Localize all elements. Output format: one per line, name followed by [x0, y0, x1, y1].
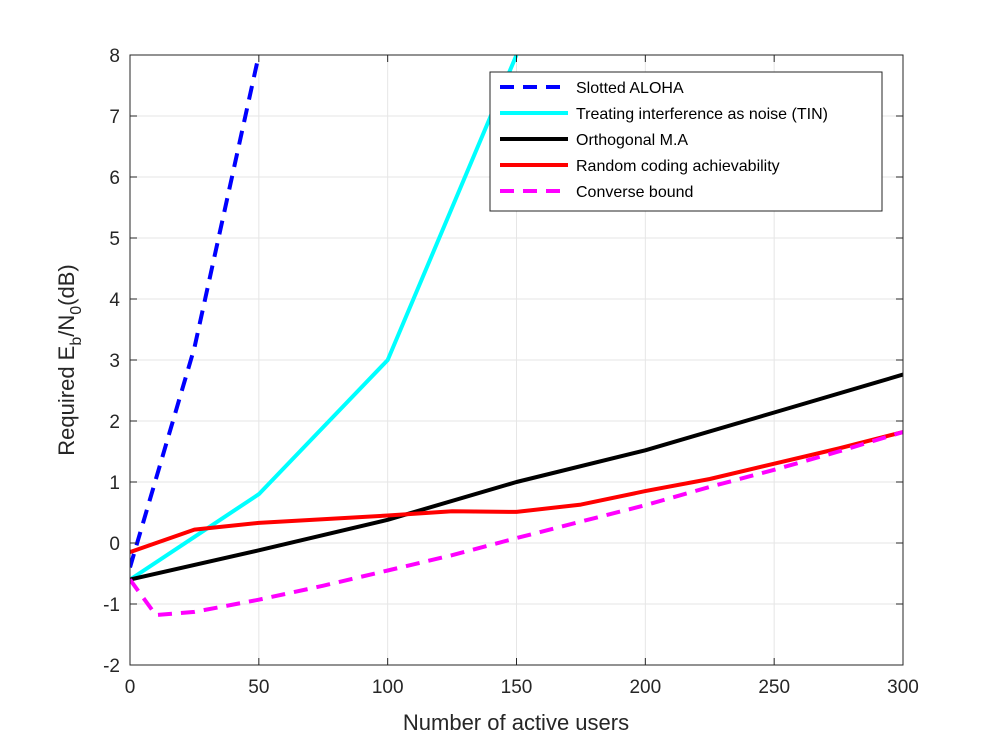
series-line-3	[130, 372, 903, 582]
series-lines	[130, 55, 903, 617]
series-line-5	[130, 430, 903, 617]
x-tick-labels: 0 50 100 150 200 250 300	[125, 677, 919, 698]
legend-entry-2: Treating interference as noise (TIN)	[576, 106, 828, 123]
y-tick-label: -1	[103, 595, 120, 616]
y-tick-label: 0	[109, 534, 120, 555]
axis-ticks	[129, 54, 904, 666]
legend-box	[489, 71, 883, 212]
y-tick-label: 8	[109, 46, 120, 67]
x-tick-label: 200	[629, 677, 661, 698]
x-tick-label: 250	[758, 677, 790, 698]
x-tick-label: 150	[501, 677, 533, 698]
legend: Slotted ALOHA Treating interference as no…	[489, 71, 883, 212]
y-tick-label: 3	[109, 351, 120, 372]
y-axis-label-mid: /N	[54, 315, 79, 337]
y-tick-label: 5	[109, 229, 120, 250]
y-tick-label: 4	[109, 290, 120, 311]
y-axis-label-sub1: b	[68, 337, 85, 346]
y-tick-label: 6	[109, 168, 120, 189]
y-axis-label: Required Eb/N0(dB)	[54, 264, 85, 455]
x-tick-label: 100	[372, 677, 404, 698]
legend-entry-5: Converse bound	[576, 184, 693, 201]
x-tick-label: 300	[887, 677, 919, 698]
x-tick-label: 50	[248, 677, 269, 698]
legend-entry-4: Random coding achievability	[576, 158, 780, 175]
series-line-1	[130, 55, 261, 568]
x-axis-label: Number of active users	[403, 710, 629, 735]
y-axis-label-tail: (dB)	[54, 264, 79, 306]
y-tick-label: 1	[109, 473, 120, 494]
legend-entry-3: Orthogonal M.A	[576, 132, 688, 149]
series-line-2	[130, 55, 519, 582]
y-tick-label: -2	[103, 656, 120, 677]
y-tick-label: 2	[109, 412, 120, 433]
y-axis-label-sub2: 0	[68, 306, 85, 315]
y-axis-label-base: Required E	[54, 346, 79, 456]
y-tick-labels: -2 -1 0 1 2 3 4 5 6 7 8	[103, 46, 120, 677]
y-tick-label: 7	[109, 107, 120, 128]
legend-entry-1: Slotted ALOHA	[576, 80, 684, 97]
series-line-4	[130, 430, 903, 554]
x-tick-label: 0	[125, 677, 136, 698]
